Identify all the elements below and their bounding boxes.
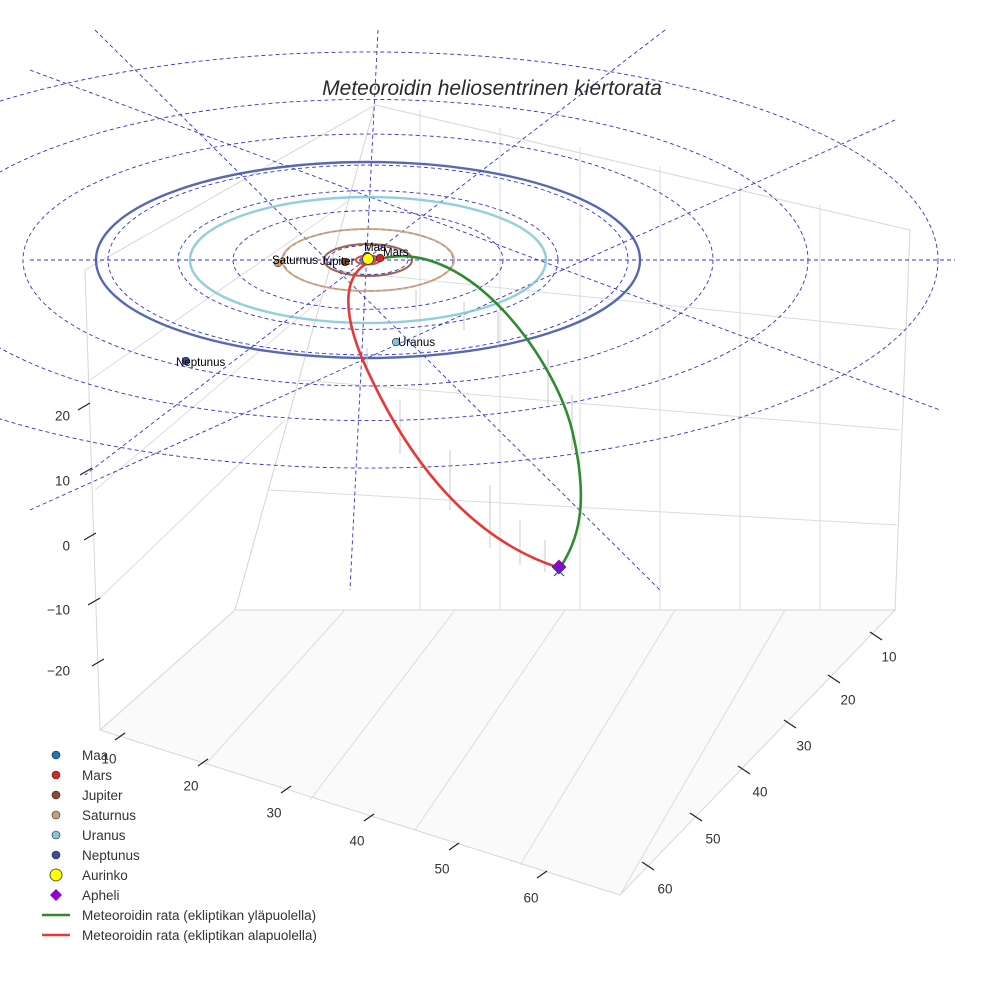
y-tick-label: 40 xyxy=(752,785,767,800)
y-tick-label: 30 xyxy=(796,739,811,754)
z-tick-label: −10 xyxy=(47,603,70,618)
legend-label: Mars xyxy=(82,767,112,783)
orbit-saturnus xyxy=(281,228,455,292)
x-tick-mark xyxy=(536,870,548,879)
y-tick-mark xyxy=(869,631,883,641)
legend-item[interactable]: Meteoroidin rata (ekliptikan yläpuolella… xyxy=(36,905,317,925)
legend-label: Meteoroidin rata (ekliptikan yläpuolella… xyxy=(82,907,317,923)
planet-label: Neptunus xyxy=(176,357,225,369)
box-grid-lines xyxy=(84,104,911,896)
legend-label: Apheli xyxy=(82,887,120,903)
z-tick-label: −20 xyxy=(47,664,70,679)
orbit-jupiter xyxy=(323,243,413,277)
aphelion-projection xyxy=(553,565,565,577)
z-tick-label: 20 xyxy=(55,409,70,424)
meteoroid-orbit xyxy=(347,254,583,570)
legend-item[interactable]: Jupiter xyxy=(36,785,317,805)
legend-symbol xyxy=(36,925,76,945)
legend-symbol xyxy=(36,805,76,825)
legend-symbol xyxy=(36,765,76,785)
polar-spoke xyxy=(349,29,379,591)
y-tick-label: 20 xyxy=(840,693,855,708)
axis-ticks: 20 10 0 −10 −20 10 20 30 40 50 60 10 20 30 40 50 60 xyxy=(47,402,897,906)
polar-spoke xyxy=(84,29,666,476)
legend-item[interactable]: Uranus xyxy=(36,825,317,845)
planet-label: Uranus xyxy=(398,337,435,349)
planet-jupiter xyxy=(340,257,350,267)
z-tick-mark xyxy=(91,658,105,667)
z-tick-mark xyxy=(87,597,101,606)
legend-symbol xyxy=(36,905,76,925)
legend-item[interactable]: Apheli xyxy=(36,885,317,905)
x-tick-label: 30 xyxy=(266,806,281,821)
x-tick-label: 50 xyxy=(434,862,449,877)
orbit-below-ecliptic xyxy=(347,256,562,570)
x-tick-label: 20 xyxy=(183,779,198,794)
z-tick-label: 10 xyxy=(55,474,70,489)
legend-symbol xyxy=(36,825,76,845)
legend-item[interactable]: Aurinko xyxy=(36,865,317,885)
y-tick-label: 50 xyxy=(705,832,720,847)
y-tick-mark xyxy=(827,674,841,684)
x-tick-mark xyxy=(114,732,126,741)
y-tick-mark xyxy=(641,861,655,871)
legend-item[interactable]: Maa xyxy=(36,745,317,765)
legend-symbol xyxy=(36,885,76,905)
x-tick-mark xyxy=(197,758,209,767)
legend-symbol xyxy=(36,745,76,765)
y-tick-mark xyxy=(689,812,703,822)
legend-label: Jupiter xyxy=(82,787,123,803)
x-tick-mark xyxy=(363,813,375,822)
orbit-above-ecliptic xyxy=(382,254,583,570)
planet-label: Jupiter xyxy=(320,256,355,268)
sun xyxy=(362,253,374,265)
y-tick-label: 10 xyxy=(881,650,896,665)
polar-ring xyxy=(0,51,939,469)
x-tick-label: 10 xyxy=(101,752,116,767)
x-tick-label: 40 xyxy=(349,834,364,849)
legend-symbol xyxy=(36,785,76,805)
planet-neptunus xyxy=(181,356,191,366)
planet-label: Mars xyxy=(383,247,409,259)
planet-label: Maa xyxy=(364,242,387,254)
x-tick-mark xyxy=(448,842,460,851)
z-tick-label: 0 xyxy=(62,539,70,554)
z-tick-mark xyxy=(83,532,97,541)
legend-item[interactable]: Neptunus xyxy=(36,845,317,865)
legend-label: Uranus xyxy=(82,827,126,843)
chart-title: Meteoroidin heliosentrinen kiertorata xyxy=(322,77,662,100)
legend-item[interactable]: Saturnus xyxy=(36,805,317,825)
legend-label: Saturnus xyxy=(82,807,137,823)
z-tick-mark xyxy=(77,402,91,411)
x-tick-mark xyxy=(280,785,292,794)
legend-label: Meteoroidin rata (ekliptikan alapuolella… xyxy=(82,927,317,943)
x-tick-label: 60 xyxy=(523,891,538,906)
orbit-neptunus xyxy=(94,160,642,360)
planet-uranus xyxy=(391,337,401,347)
planet-mars xyxy=(375,253,385,263)
legend-label: Aurinko xyxy=(82,867,128,883)
legend-label: Neptunus xyxy=(82,847,140,863)
y-tick-label: 60 xyxy=(657,882,672,897)
legend-label: Maa xyxy=(82,747,109,763)
orbit-uranus xyxy=(188,195,548,325)
legend-symbol xyxy=(36,845,76,865)
legend-item[interactable]: Meteoroidin rata (ekliptikan alapuolella… xyxy=(36,925,317,945)
aphelion xyxy=(551,559,567,575)
y-tick-mark xyxy=(783,719,797,729)
y-tick-mark xyxy=(737,765,751,775)
z-tick-mark xyxy=(79,467,93,476)
planet-label: Saturnus xyxy=(272,255,318,267)
legend-symbol xyxy=(36,865,76,885)
polar-spoke xyxy=(29,69,941,411)
planet-saturnus xyxy=(273,258,283,268)
legend-item[interactable]: Mars xyxy=(36,765,317,785)
legend: Maa Mars Jupiter Saturnus Uranus Neptunus Auri… xyxy=(36,745,317,945)
